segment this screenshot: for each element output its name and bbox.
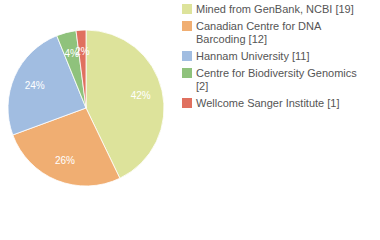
pie: [8, 30, 164, 186]
legend-label: Wellcome Sanger Institute [1]: [196, 97, 339, 109]
chart: 42%26%24%4%2%Mined from GenBank, NCBI [1…: [0, 0, 380, 240]
legend-swatch: [182, 68, 192, 78]
legend-label: Canadian Centre for DNABarcoding [12]: [196, 20, 322, 45]
legend: Mined from GenBank, NCBI [19] Canadian Ce…: [182, 3, 357, 109]
legend-label: Mined from GenBank, NCBI [19]: [196, 3, 354, 15]
legend-label: Centre for Biodiversity Genomics[2]: [196, 67, 357, 92]
legend-swatch: [182, 98, 192, 108]
slice-label: 24%: [25, 80, 45, 91]
slice-labels: 42%26%24%4%2%: [25, 46, 151, 165]
legend-label: Hannam University [11]: [196, 50, 310, 62]
pie-slice: [76, 30, 86, 108]
slice-label: 42%: [131, 90, 151, 101]
pie-slice: [57, 31, 86, 108]
slice-label: 26%: [55, 155, 75, 166]
legend-swatch: [182, 21, 192, 31]
legend-swatch: [182, 51, 192, 61]
slice-label: 2%: [75, 46, 90, 57]
legend-swatch: [182, 4, 192, 14]
